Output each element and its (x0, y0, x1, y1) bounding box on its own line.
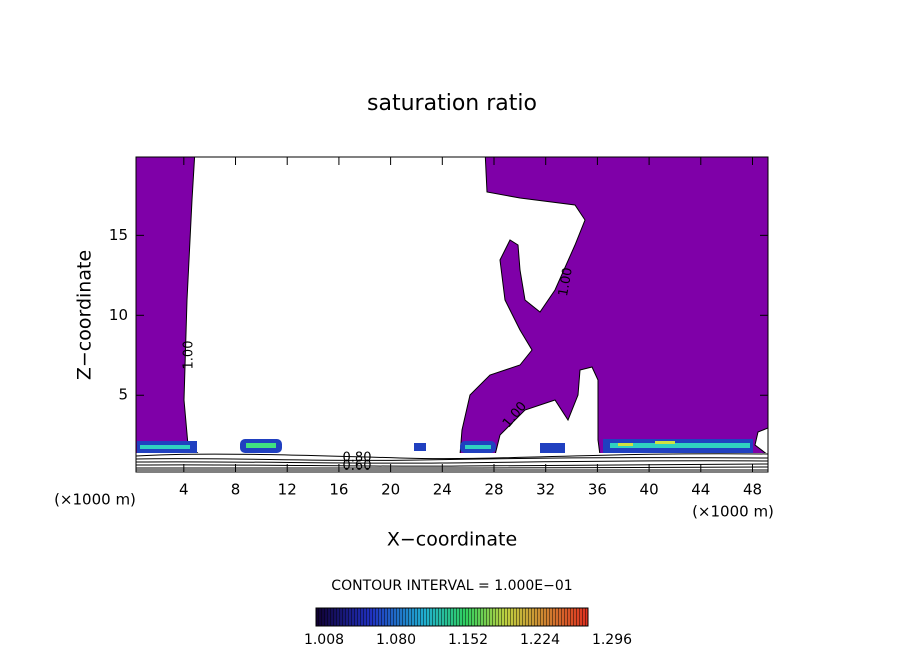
colorbar-label: 1.152 (448, 632, 488, 648)
contour-label: 1.00 (182, 341, 197, 370)
contour-label: 0.80 (343, 451, 372, 466)
contour-label: 0.60 (343, 459, 372, 474)
y-unit: (×1000 m) (54, 491, 136, 509)
x-tick-label: 20 (381, 481, 400, 499)
x-tick-label: 32 (536, 481, 555, 499)
x-tick-label: 8 (231, 481, 241, 499)
chart-title: saturation ratio (367, 91, 537, 116)
blobs (137, 439, 753, 453)
y-tick-label: 10 (109, 306, 128, 324)
x-tick-label: 24 (433, 481, 452, 499)
x-axis-label: X−coordinate (387, 529, 517, 551)
y-axis-label: Z−coordinate (74, 250, 96, 380)
x-tick-label: 36 (588, 481, 607, 499)
x-tick-label: 48 (743, 481, 762, 499)
colorbar-label: 1.008 (304, 632, 344, 648)
colorbar-label: 1.296 (592, 632, 632, 648)
contour-label: 1.00 (556, 266, 576, 297)
x-tick-label: 28 (484, 481, 503, 499)
colorbar-frame (315, 607, 589, 627)
x-tick-label: 4 (179, 481, 189, 499)
y-tick-label: 5 (118, 386, 128, 404)
colorbar-label: 1.080 (376, 632, 416, 648)
white-region (494, 366, 601, 456)
white-region (754, 427, 768, 456)
y-tick-label: 15 (109, 226, 128, 244)
contour-field (136, 157, 768, 472)
x-tick-label: 16 (329, 481, 348, 499)
x-tick-label: 44 (691, 481, 710, 499)
plot-frame (135, 156, 769, 473)
x-tick-label: 12 (278, 481, 297, 499)
contour-interval: CONTOUR INTERVAL = 1.000E−01 (331, 578, 572, 594)
colorbar-label: 1.224 (520, 632, 560, 648)
x-tick-label: 40 (640, 481, 659, 499)
x-unit: (×1000 m) (692, 503, 774, 521)
